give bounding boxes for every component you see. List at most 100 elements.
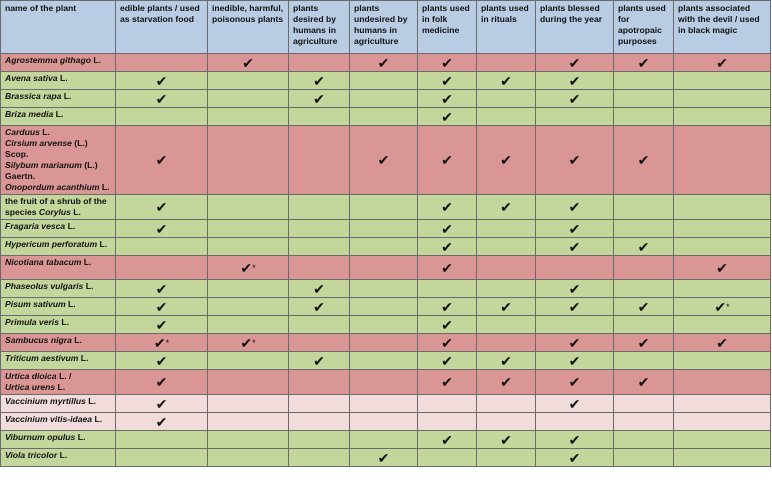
scientific-name: Viburnum opulus xyxy=(5,432,76,442)
check-cell xyxy=(673,351,771,370)
plant-name-line: Avena sativa L. xyxy=(5,73,111,84)
checkmark-icon: ✔ xyxy=(714,298,727,315)
check-cell xyxy=(207,237,289,256)
plant-name-cell: Viburnum opulus L. xyxy=(0,430,116,449)
plant-name-cell: Briza media L. xyxy=(0,107,116,126)
check-cell xyxy=(207,297,289,316)
check-cell: ✔ xyxy=(613,125,674,195)
checkmark-icon: ✔ xyxy=(155,152,168,168)
checkmark-icon: ✔ xyxy=(153,334,166,351)
plant-name-line: Pisum sativum L. xyxy=(5,299,111,310)
checkmark-icon: ✔ xyxy=(155,220,168,237)
name-text: L. xyxy=(81,257,92,267)
check-cell: ✔ xyxy=(207,53,289,72)
check-cell xyxy=(476,315,536,334)
check-cell xyxy=(288,107,350,126)
checkmark-icon: ✔ xyxy=(441,152,453,168)
check-cell xyxy=(288,394,350,413)
scientific-name: Brassica rapa xyxy=(5,91,62,101)
scientific-name: Nicotiana tabacum xyxy=(5,257,82,267)
check-cell xyxy=(288,315,350,334)
plant-name-line: Hypericum perforatum L. xyxy=(5,239,111,250)
check-cell: ✔ xyxy=(115,219,208,238)
check-cell xyxy=(476,89,536,108)
plant-name-cell: Fragaria vesca L. xyxy=(0,219,116,238)
table-row: Brassica rapa L. ✔ ✔ ✔ ✔ xyxy=(0,89,771,108)
checkmark-icon: ✔ xyxy=(155,352,168,369)
table-row: Briza media L. ✔ xyxy=(0,107,771,126)
plant-name-line: Brassica rapa L. xyxy=(5,91,111,102)
check-cell xyxy=(349,237,418,256)
scientific-name: Vaccinium vitis-idaea xyxy=(5,414,93,424)
name-text: L. xyxy=(57,450,68,460)
asterisk-note: * xyxy=(252,262,256,273)
check-cell xyxy=(207,89,289,108)
check-cell xyxy=(476,394,536,413)
check-cell: ✔ xyxy=(535,53,614,72)
checkmark-icon: ✔ xyxy=(441,352,453,369)
checkmark-icon: ✔ xyxy=(240,259,253,276)
check-cell xyxy=(207,219,289,238)
check-cell xyxy=(613,107,674,126)
check-cell xyxy=(349,333,418,352)
name-text: L. xyxy=(92,414,103,424)
scientific-name: Viola tricolor xyxy=(5,450,58,460)
header-cell: plants used in rituals xyxy=(476,0,536,54)
check-cell xyxy=(349,219,418,238)
check-cell: ✔ xyxy=(535,369,614,395)
asterisk-note: * xyxy=(726,301,730,312)
check-cell xyxy=(673,448,771,467)
checkmark-icon: ✔ xyxy=(242,54,254,71)
checkmark-icon: ✔ xyxy=(313,90,325,107)
check-cell xyxy=(207,448,289,467)
plant-name-line: Viburnum opulus L. xyxy=(5,432,111,443)
check-cell xyxy=(673,279,771,298)
check-cell xyxy=(349,369,418,395)
check-cell: ✔* xyxy=(207,255,289,280)
plant-name-cell: Sambucus nigra L. xyxy=(0,333,116,352)
check-cell xyxy=(613,412,674,431)
check-cell xyxy=(613,255,674,280)
check-cell xyxy=(115,430,208,449)
plant-name-line: Carduus L. xyxy=(5,127,111,138)
check-cell: ✔ xyxy=(115,412,208,431)
check-cell xyxy=(115,107,208,126)
check-cell: ✔ xyxy=(535,71,614,90)
check-cell xyxy=(207,351,289,370)
scientific-name: Urtica dioica xyxy=(5,371,57,381)
check-cell xyxy=(476,219,536,238)
check-cell xyxy=(535,107,614,126)
check-cell xyxy=(207,430,289,449)
header-cell: plants used for apotropaic purposes xyxy=(613,0,674,54)
check-cell xyxy=(613,430,674,449)
scientific-name: Corylus xyxy=(38,207,71,217)
checkmark-icon: ✔ xyxy=(441,238,453,255)
name-text: L. xyxy=(99,182,110,192)
check-cell xyxy=(349,89,418,108)
table-row: Agrostemma githago L. ✔ ✔ ✔ ✔ ✔ ✔ xyxy=(0,53,771,72)
checkmark-icon: ✔ xyxy=(568,90,581,107)
check-cell xyxy=(207,125,289,195)
table-row: the fruit of a shrub of the species Cory… xyxy=(0,194,771,220)
check-cell: ✔ xyxy=(535,297,614,316)
check-cell xyxy=(673,394,771,413)
checkmark-icon: ✔ xyxy=(441,334,453,351)
check-cell xyxy=(288,430,350,449)
check-cell xyxy=(417,448,477,467)
plant-name-cell: Carduus L. Cirsium arvense (L.) Scop. Sily… xyxy=(0,125,116,195)
checkmark-icon: ✔ xyxy=(441,298,453,315)
check-cell: ✔ xyxy=(476,369,536,395)
check-cell: ✔ xyxy=(535,394,614,413)
check-cell: ✔ xyxy=(417,351,477,370)
checkmark-icon: ✔ xyxy=(155,72,168,89)
name-text: L. xyxy=(83,281,94,291)
check-cell: ✔ xyxy=(349,125,418,195)
scientific-name: Hypericum perforatum xyxy=(5,239,98,249)
table-row: Carduus L. Cirsium arvense (L.) Scop. Sily… xyxy=(0,125,771,195)
check-cell: ✔ xyxy=(535,351,614,370)
check-cell: ✔ xyxy=(417,255,477,280)
plant-name-cell: Hypericum perforatum L. xyxy=(0,237,116,256)
plant-name-line: the fruit of a shrub of the species Cory… xyxy=(5,196,111,218)
check-cell: ✔ xyxy=(115,369,208,395)
check-cell: ✔ xyxy=(476,71,536,90)
